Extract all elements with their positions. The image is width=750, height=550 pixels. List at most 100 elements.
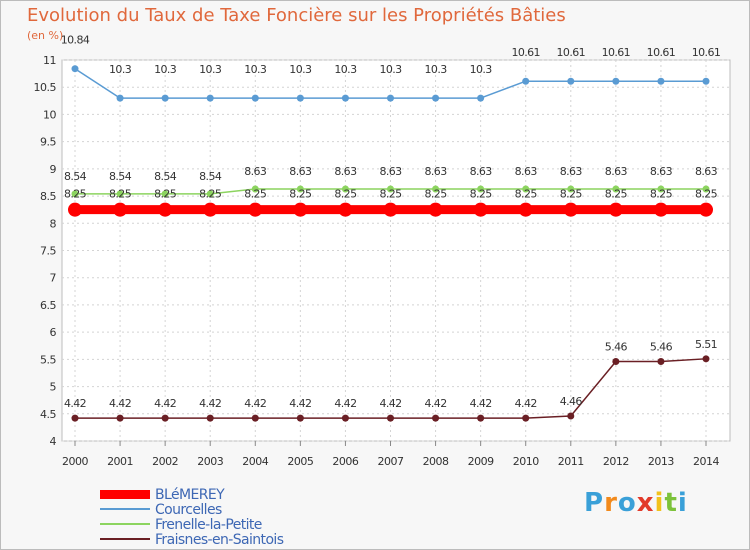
y-tick-label: 8.5 — [40, 190, 56, 203]
data-point-fraisnes — [702, 355, 710, 363]
data-label-fraisnes: 4.42 — [64, 397, 86, 410]
data-label-blemerey: 8.25 — [470, 188, 493, 201]
y-tick-label: 10.5 — [34, 81, 57, 94]
data-label-frenelle: 8.63 — [379, 165, 402, 178]
x-tick-label: 2007 — [378, 455, 404, 468]
data-label-fraisnes: 4.46 — [560, 395, 583, 408]
data-label-frenelle: 8.63 — [605, 165, 628, 178]
data-point-courcelles — [477, 94, 485, 102]
data-point-blemerey — [653, 202, 668, 217]
data-point-fraisnes — [657, 358, 665, 366]
data-label-frenelle: 8.63 — [425, 165, 448, 178]
data-point-frenelle — [657, 185, 665, 193]
data-label-blemerey: 8.25 — [515, 188, 538, 201]
data-label-blemerey: 8.25 — [64, 188, 87, 201]
chart-title: Evolution du Taux de Taxe Foncière sur l… — [27, 5, 566, 26]
data-point-fraisnes — [522, 414, 530, 422]
data-point-blemerey — [428, 202, 443, 217]
legend-swatch-frenelle — [100, 523, 150, 525]
data-point-fraisnes — [387, 414, 394, 422]
legend-label-fraisnes: Fraisnes-en-Saintois — [155, 532, 284, 548]
data-point-courcelles — [387, 94, 394, 102]
x-tick-label: 2009 — [468, 455, 494, 468]
data-point-blemerey — [338, 202, 353, 217]
data-point-frenelle — [161, 190, 169, 198]
data-point-frenelle — [522, 185, 530, 193]
data-label-blemerey: 8.25 — [650, 188, 673, 201]
x-axis: 2000 2001 2002 2003 2004 2005 2006 2007 2008 2009… — [62, 441, 720, 468]
data-label-courcelles: 10.84 — [61, 34, 90, 47]
data-point-courcelles — [341, 94, 349, 102]
logo-letter: x — [636, 488, 655, 518]
data-label-courcelles: 10.3 — [289, 63, 312, 76]
data-point-blemerey — [608, 202, 623, 217]
data-point-frenelle — [206, 190, 214, 198]
data-point-frenelle — [432, 185, 440, 193]
data-point-fraisnes — [251, 414, 259, 422]
data-point-blemerey — [158, 202, 173, 217]
data-label-blemerey: 8.25 — [154, 188, 177, 201]
data-label-courcelles: 10.61 — [647, 46, 676, 59]
data-point-blemerey — [293, 202, 308, 217]
legend-swatch-courcelles — [100, 508, 150, 510]
y-tick-label: 11 — [43, 54, 56, 67]
data-point-blemerey — [248, 202, 263, 217]
data-point-courcelles — [161, 94, 169, 102]
data-point-courcelles — [567, 77, 575, 85]
data-label-blemerey: 8.25 — [425, 188, 448, 201]
data-label-frenelle: 8.63 — [289, 165, 312, 178]
data-label-courcelles: 10.61 — [511, 46, 540, 59]
data-point-fraisnes — [341, 414, 349, 422]
legend-label-courcelles: Courcelles — [155, 502, 222, 518]
x-tick-label: 2006 — [332, 455, 358, 468]
data-point-blemerey — [68, 202, 82, 217]
data-label-fraisnes: 4.42 — [199, 397, 221, 410]
y-tick-label: 5 — [50, 381, 57, 394]
data-point-courcelles — [296, 94, 304, 102]
data-point-fraisnes — [116, 414, 124, 422]
data-point-frenelle — [251, 185, 259, 193]
y-tick-label: 10 — [43, 108, 56, 121]
data-label-fraisnes: 4.42 — [154, 397, 176, 410]
data-label-fraisnes: 4.42 — [425, 397, 447, 410]
data-point-courcelles — [612, 77, 620, 85]
data-label-frenelle: 8.63 — [334, 165, 357, 178]
data-point-frenelle — [612, 185, 620, 193]
data-label-blemerey: 8.25 — [605, 188, 628, 201]
data-label-frenelle: 8.63 — [650, 165, 673, 178]
y-axis: 4 4.5 5 5.5 6 6.5 7 7.5 8 8.5 9 9.5 10 10.5 11 — [34, 54, 58, 448]
data-point-blemerey — [473, 202, 488, 217]
data-label-blemerey: 8.25 — [244, 188, 267, 201]
logo-letter: i — [654, 488, 665, 518]
legend-swatch-blemerey — [100, 490, 150, 499]
data-point-frenelle — [341, 185, 349, 193]
data-point-fraisnes — [71, 414, 79, 422]
data-point-courcelles — [116, 94, 124, 102]
data-point-blemerey — [113, 202, 128, 217]
x-tick-label: 2002 — [152, 455, 178, 468]
data-label-frenelle: 8.54 — [154, 170, 177, 183]
chart-subtitle: (en %) — [27, 29, 64, 42]
x-tick-label: 2001 — [107, 455, 133, 468]
data-label-courcelles: 10.3 — [379, 63, 402, 76]
data-point-fraisnes — [206, 414, 214, 422]
x-tick-label: 2014 — [693, 455, 719, 468]
data-point-fraisnes — [477, 414, 485, 422]
data-point-frenelle — [387, 185, 394, 193]
data-label-frenelle: 8.54 — [109, 170, 132, 183]
data-point-fraisnes — [612, 358, 620, 366]
data-point-courcelles — [206, 94, 214, 102]
proxiti-logo: Proxiti — [584, 488, 688, 518]
data-label-blemerey: 8.25 — [560, 188, 583, 201]
data-label-courcelles: 10.3 — [109, 63, 132, 76]
data-label-frenelle: 8.63 — [244, 165, 267, 178]
series-layer — [68, 65, 713, 422]
data-point-courcelles — [71, 65, 79, 73]
legend-label-blemerey: BLéMEREY — [155, 487, 225, 503]
data-point-courcelles — [432, 94, 440, 102]
data-label-fraisnes: 5.46 — [650, 341, 673, 354]
data-label-courcelles: 10.3 — [154, 63, 177, 76]
x-tick-label: 2004 — [242, 455, 268, 468]
y-tick-label: 6.5 — [40, 299, 56, 312]
data-point-blemerey — [563, 202, 578, 217]
